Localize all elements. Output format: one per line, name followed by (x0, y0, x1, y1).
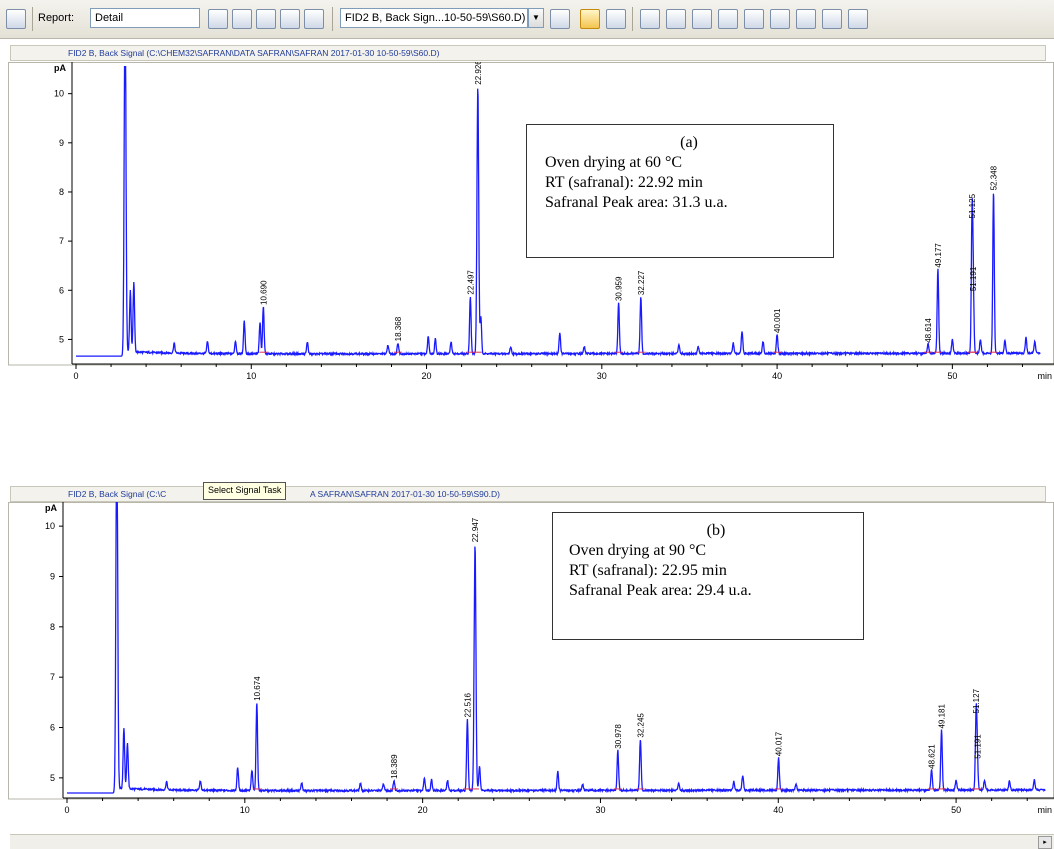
y-tick-label: 10 (54, 89, 64, 99)
chevron-down-icon[interactable]: ▼ (528, 8, 544, 28)
peak-label: 22.497 (466, 270, 475, 295)
select-signal-task-tooltip: Select Signal Task (203, 482, 287, 500)
export-icon[interactable] (304, 9, 324, 29)
panel-a-header: FID2 B, Back Signal (C:\CHEM32\SAFRAN\DA… (68, 48, 440, 58)
y-tick-label: 7 (50, 672, 55, 682)
peak-label: 32.227 (637, 270, 646, 295)
integrate-peak-icon[interactable] (666, 9, 686, 29)
split-peak-icon[interactable] (744, 9, 764, 29)
peak-label: 51.127 (972, 688, 981, 713)
x-tick-label: 20 (418, 805, 428, 815)
peak-label: 48.621 (928, 744, 937, 769)
zoom-in-icon[interactable] (580, 9, 600, 29)
x-tick-label: 10 (246, 371, 256, 381)
zoom-out-icon[interactable] (606, 9, 626, 29)
y-tick-label: 9 (50, 571, 55, 581)
y-axis-label: pA (54, 63, 66, 73)
annotation-b-rt: RT (safranal): 22.95 min (569, 562, 727, 579)
peak-label: 49.177 (934, 243, 943, 268)
y-axis-label: pA (45, 503, 57, 513)
delete-peak-icon[interactable] (770, 9, 790, 29)
x-tick-label: 40 (773, 805, 783, 815)
report-label: Report: (38, 12, 75, 24)
peak-label: 18.389 (390, 754, 399, 779)
peak-label: 22.926 (474, 62, 483, 85)
x-tick-label: 30 (597, 371, 607, 381)
toolbar: Report: Detail FID2 B, Back Sign...10-50… (0, 0, 1054, 39)
signal-trace (67, 502, 1046, 794)
scroll-right-icon[interactable]: ▸ (1038, 836, 1052, 849)
valley-icon[interactable] (692, 9, 712, 29)
y-tick-label: 7 (59, 236, 64, 246)
calibrate-icon[interactable] (848, 9, 868, 29)
toolbar-separator (32, 7, 33, 31)
peak-label: 18.368 (394, 316, 403, 341)
baseline-icon[interactable] (718, 9, 738, 29)
y-tick-label: 8 (50, 622, 55, 632)
print-icon[interactable] (280, 9, 300, 29)
tools-icon[interactable] (822, 9, 842, 29)
y-tick-label: 5 (59, 334, 64, 344)
peak-label: 30.978 (614, 724, 623, 749)
x-tick-label: 40 (772, 371, 782, 381)
toolbar-separator (332, 7, 333, 31)
annotation-a-rt: RT (safranal): 22.92 min (545, 174, 703, 191)
chromatogram-b: 5 6 7 8 9 10 pA 0 10 20 30 40 50 min 10.674 18.389 22.51… (8, 502, 1054, 815)
peak-label: 40.017 (775, 731, 784, 756)
x-tick-label: 20 (422, 371, 432, 381)
signal-select[interactable]: FID2 B, Back Sign...10-50-59\S60.D) (340, 8, 528, 28)
annotation-b-label: (b) (706, 522, 726, 539)
panel-b-header-left: FID2 B, Back Signal (C:\C (68, 489, 167, 499)
x-tick-label: 10 (240, 805, 250, 815)
print-preview-icon[interactable] (232, 9, 252, 29)
y-tick-label: 8 (59, 187, 64, 197)
panel-b-header-right: A SAFRAN\SAFRAN 2017-01-30 10-50-59\S90.… (310, 489, 500, 499)
x-axis-label: min (1037, 371, 1052, 381)
peak-label: 22.947 (471, 517, 480, 542)
toolbar-separator (632, 7, 633, 31)
y-tick-label: 6 (59, 285, 64, 295)
y-tick-label: 10 (45, 521, 55, 531)
peak-label: 30.959 (615, 276, 624, 301)
peak-label: 10.690 (259, 280, 268, 305)
annotation-box-a: (a) Oven drying at 60 °C RT (safranal): … (526, 124, 834, 258)
x-tick-label: 0 (73, 371, 78, 381)
undo-icon[interactable] (796, 9, 816, 29)
peak-label: 51.125 (968, 193, 977, 218)
color-palette-icon[interactable] (550, 9, 570, 29)
annotation-b-area: Safranal Peak area: 29.4 u.a. (569, 582, 752, 599)
peak-label: 52.348 (990, 165, 999, 190)
panel-a-header-strip (10, 45, 1046, 61)
signal-trace (76, 66, 1041, 358)
annotation-b-oven: Oven drying at 90 °C (569, 542, 707, 559)
peak-label: 48.614 (924, 318, 933, 343)
horizontal-scrollbar[interactable]: ▸ (10, 834, 1054, 849)
x-axis-label: min (1037, 805, 1052, 815)
plot-frame (8, 502, 1054, 800)
peak-label: 22.516 (463, 692, 472, 717)
peak-label: 51.191 (973, 734, 982, 759)
peak-label: 40.001 (773, 308, 782, 333)
annotation-a-oven: Oven drying at 60 °C (545, 154, 683, 171)
paste-icon[interactable] (256, 9, 276, 29)
peak-label: 51.191 (969, 266, 978, 291)
x-tick-label: 50 (951, 805, 961, 815)
report-select[interactable]: Detail (90, 8, 200, 28)
peak-label: 32.245 (636, 713, 645, 738)
copy-icon[interactable] (208, 9, 228, 29)
edit-report-icon[interactable] (6, 9, 26, 29)
annotation-a-area: Safranal Peak area: 31.3 u.a. (545, 194, 728, 211)
annotation-box-b: (b) Oven drying at 90 °C RT (safranal): … (552, 512, 864, 640)
y-tick-label: 9 (59, 138, 64, 148)
x-tick-label: 30 (595, 805, 605, 815)
peak-label: 10.674 (253, 676, 262, 701)
pointer-icon[interactable] (640, 9, 660, 29)
y-tick-label: 6 (50, 723, 55, 733)
chromatogram-a: 5 6 7 8 9 10 pA 0 10 20 30 40 50 min 10.690 18.368 22.49… (8, 62, 1054, 381)
y-tick-label: 5 (50, 773, 55, 783)
x-tick-label: 0 (64, 805, 69, 815)
x-tick-label: 50 (947, 371, 957, 381)
annotation-a-label: (a) (680, 134, 698, 151)
peak-label: 49.181 (938, 704, 947, 729)
